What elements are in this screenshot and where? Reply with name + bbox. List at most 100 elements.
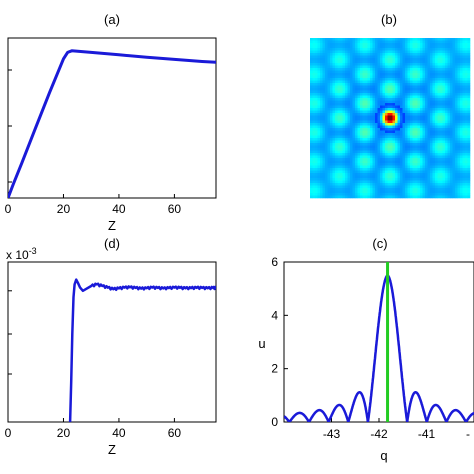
heatmap-cell (437, 140, 441, 144)
heatmap-cell (387, 70, 391, 74)
heatmap-cell (355, 193, 358, 196)
heatmap-cell (407, 73, 411, 76)
heatmap-cell (435, 43, 438, 46)
heatmap-cell (452, 145, 456, 149)
heatmap-cell (360, 105, 363, 109)
heatmap-cell (435, 190, 438, 194)
heatmap-cell (362, 78, 366, 81)
heatmap-cell (342, 170, 346, 174)
heatmap-cell (440, 78, 443, 81)
heatmap-cell (457, 158, 461, 161)
heatmap-cell (352, 73, 356, 76)
heatmap-cell (440, 58, 443, 61)
heatmap-cell (330, 188, 333, 191)
heatmap-cell (437, 143, 441, 146)
heatmap-cell (430, 185, 433, 189)
heatmap-cell (327, 175, 331, 179)
heatmap-cell (345, 43, 348, 46)
heatmap-cell (355, 120, 358, 124)
heatmap-cell (345, 115, 348, 119)
heatmap-cell (450, 83, 453, 86)
heatmap-cell (367, 55, 371, 59)
heatmap-cell (430, 105, 433, 109)
heatmap-cell (385, 120, 388, 124)
heatmap-cell (317, 183, 321, 186)
heatmap-cell (462, 173, 466, 176)
heatmap-cell (395, 110, 398, 114)
heatmap-cell (420, 110, 423, 114)
heatmap-cell (417, 123, 421, 126)
heatmap-cell (357, 155, 361, 159)
heatmap-cell (442, 60, 446, 64)
heatmap-cell (352, 135, 356, 139)
heatmap-cell (415, 63, 418, 66)
heatmap-cell (412, 103, 416, 106)
heatmap-cell (450, 123, 453, 126)
heatmap-cell (402, 183, 406, 186)
heatmap-cell (447, 143, 451, 146)
heatmap-cell (350, 70, 353, 74)
heatmap-cell (405, 68, 408, 71)
heatmap-cell (357, 98, 361, 101)
heatmap-cell (457, 110, 461, 114)
heatmap-cell (327, 103, 331, 106)
heatmap-cell (450, 178, 453, 181)
heatmap-cell (370, 190, 373, 194)
heatmap-cell (405, 195, 408, 199)
heatmap-cell (385, 83, 388, 86)
heatmap-cell (445, 40, 448, 44)
heatmap-cell (462, 50, 466, 54)
heatmap-cell (360, 38, 363, 41)
heatmap-cell (392, 83, 396, 86)
heatmap-cell (312, 190, 316, 194)
heatmap-cell (392, 100, 396, 104)
heatmap-cell (320, 60, 323, 64)
heatmap-cell (330, 43, 333, 46)
heatmap-cell (430, 70, 433, 74)
heatmap-cell (447, 145, 451, 149)
heatmap-cell (375, 78, 378, 81)
heatmap-cell (330, 50, 333, 54)
heatmap-cell (447, 38, 451, 41)
heatmap-cell (460, 175, 463, 179)
heatmap-cell (362, 188, 366, 191)
heatmap-cell (447, 88, 451, 91)
heatmap-cell (345, 48, 348, 51)
heatmap-cell (340, 43, 343, 46)
heatmap-cell (365, 153, 368, 156)
heatmap-cell (325, 178, 328, 181)
heatmap-cell (447, 58, 451, 61)
heatmap-cell (355, 60, 358, 64)
heatmap-cell (460, 80, 463, 84)
heatmap-cell (405, 38, 408, 41)
heatmap-cell (435, 85, 438, 89)
heatmap-cell (430, 63, 433, 66)
heatmap-cell (340, 75, 343, 79)
heatmap-cell (360, 155, 363, 159)
heatmap-cell (342, 190, 346, 194)
heatmap-cell (350, 93, 353, 96)
heatmap-cell (312, 103, 316, 106)
heatmap-cell (367, 145, 371, 149)
heatmap-cell (362, 38, 366, 41)
heatmap-cell (382, 63, 386, 66)
heatmap-cell (340, 48, 343, 51)
heatmap-cell (350, 143, 353, 146)
heatmap-cell (340, 115, 343, 119)
heatmap-cell (387, 150, 391, 154)
heatmap-cell (442, 103, 446, 106)
heatmap-cell (432, 168, 436, 171)
heatmap-cell (427, 73, 431, 76)
heatmap-cell (387, 80, 391, 84)
heatmap-cell (410, 73, 413, 76)
heatmap-cell (310, 118, 313, 121)
heatmap-cell (342, 58, 346, 61)
heatmap-cell (465, 105, 468, 109)
heatmap-cell (355, 145, 358, 149)
heatmap-cell (370, 73, 373, 76)
heatmap-cell (377, 98, 381, 101)
heatmap-cell (402, 180, 406, 184)
heatmap-cell (367, 113, 371, 116)
heatmap-cell (432, 50, 436, 54)
heatmap-cell (437, 75, 441, 79)
